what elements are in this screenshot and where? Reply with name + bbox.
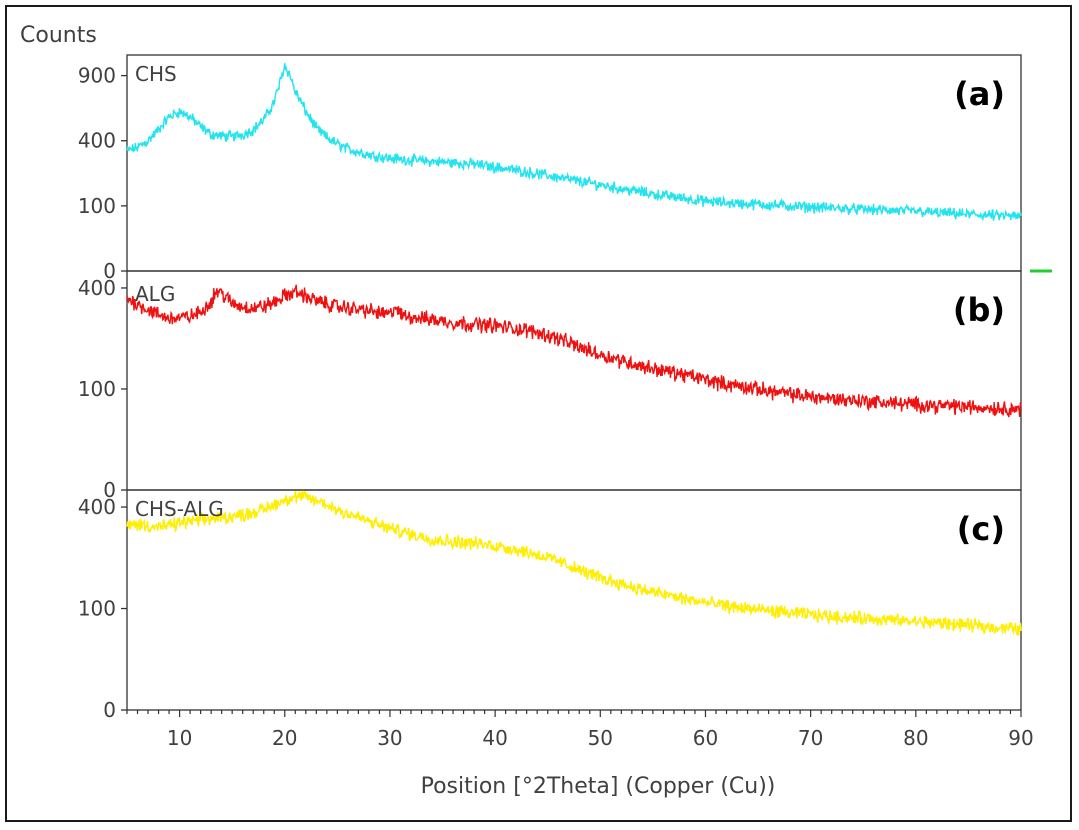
- panel-1: 0 100 400 ALG (b): [78, 270, 1022, 502]
- x-tick-label: 90: [1008, 726, 1033, 750]
- figure-frame: [5, 5, 1072, 822]
- y-tick-label: 400: [78, 276, 116, 300]
- x-tick-label: 80: [903, 726, 928, 750]
- y-axis-title: Counts: [20, 23, 97, 48]
- y-tick-label: 0: [103, 478, 116, 502]
- panel-2: 0 100 400 CHS-ALG (c): [78, 489, 1022, 722]
- x-tick-label: 50: [588, 726, 613, 750]
- panel-frame: [126, 54, 1022, 272]
- panel-0: 0 100 400 900 CHS (a): [78, 54, 1022, 283]
- y-tick-label: 0: [103, 259, 116, 283]
- series-name-label: CHS-ALG: [135, 497, 224, 521]
- x-tick-label: 70: [798, 726, 823, 750]
- x-tick-label: 40: [482, 726, 507, 750]
- y-tick-label: 900: [78, 64, 116, 88]
- panel-frame: [126, 489, 1022, 711]
- y-tick-label: 100: [78, 377, 116, 401]
- series-name-label: ALG: [135, 282, 175, 306]
- series-line-2: [126, 490, 1022, 636]
- series-name-label: CHS: [135, 62, 177, 86]
- y-tick-label: 400: [78, 129, 116, 153]
- x-tick-label: 20: [272, 726, 297, 750]
- x-axis-title: Position [°2Theta] (Copper (Cu)): [421, 774, 776, 799]
- panel-tag-label: (c): [957, 510, 1005, 548]
- series-line-1: [126, 284, 1022, 418]
- x-tick-label: 30: [377, 726, 402, 750]
- panels: 0 100 400 900 CHS (a) 0 100 400 ALG (b) 0 100 400 CHS-…: [78, 54, 1022, 722]
- y-tick-label: 100: [78, 597, 116, 621]
- x-tick-label: 10: [167, 726, 192, 750]
- series-line-0: [126, 63, 1022, 221]
- y-tick-label: 0: [103, 698, 116, 722]
- panel-tag-label: (a): [954, 75, 1005, 113]
- x-axis: 10 20 30 40 50 60 70 80 90: [126, 710, 1034, 750]
- panel-tag-label: (b): [953, 291, 1005, 329]
- y-tick-label: 100: [78, 194, 116, 218]
- y-tick-label: 400: [78, 495, 116, 519]
- x-tick-label: 60: [693, 726, 718, 750]
